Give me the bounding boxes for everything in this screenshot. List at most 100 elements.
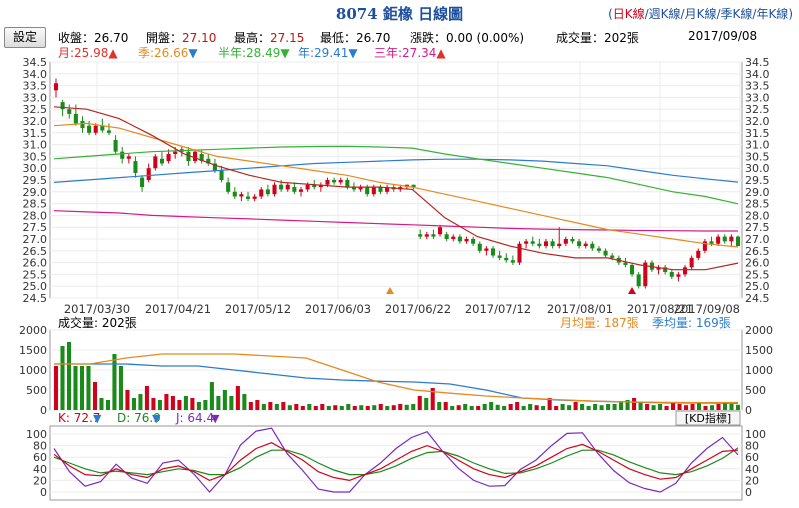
- kd-k-line: [53, 442, 739, 482]
- kd-k-label: K: 72.7: [58, 411, 100, 425]
- candle-body: [325, 180, 330, 185]
- volume-bar: [209, 382, 214, 410]
- ma-line-quarter: [53, 122, 739, 248]
- kd-indicator-label: [KD指標]: [685, 411, 731, 425]
- volume-bar: [60, 346, 65, 410]
- volume-bar: [476, 406, 481, 410]
- candle-body: [471, 239, 476, 244]
- price-tick-left: 29.0: [23, 186, 48, 199]
- volume-bar: [313, 406, 318, 410]
- candle-body: [457, 236, 462, 242]
- volume: 成交量：202張: [556, 31, 639, 45]
- kd-tick-left: 60: [33, 451, 47, 464]
- candle-body: [656, 267, 661, 270]
- volume-bar: [183, 396, 188, 410]
- volume-bar: [521, 406, 526, 410]
- volume-bar: [411, 404, 416, 410]
- volume-bar: [690, 404, 695, 410]
- candle-body: [543, 241, 549, 247]
- volume-tick-left: 1000: [19, 364, 47, 377]
- change-value: 0.00 (0.00%): [446, 31, 525, 45]
- volume-bar: [118, 366, 123, 410]
- volume-bar: [222, 390, 227, 410]
- settings-button[interactable]: 設定: [4, 27, 46, 48]
- volume-bar: [547, 398, 552, 410]
- price-tick-right: 33.5: [745, 80, 770, 93]
- kd-tick-left: 0: [40, 486, 47, 499]
- candle-body: [643, 262, 648, 287]
- price-tick-left: 33.5: [23, 80, 48, 93]
- price-tick-right: 27.0: [745, 233, 770, 246]
- volume-bar: [255, 400, 260, 410]
- volume-bar: [528, 404, 533, 410]
- volume-bar: [651, 405, 656, 410]
- volume-bar: [554, 406, 559, 410]
- close-price: 收盤：26.70: [58, 31, 129, 45]
- candle-body: [577, 241, 582, 247]
- volume-bar: [586, 406, 591, 410]
- date-tick-label: 2017/04/21: [145, 302, 211, 316]
- candle-body: [106, 130, 112, 133]
- link-daily[interactable]: 日K線: [612, 7, 645, 21]
- volume-bar: [645, 404, 650, 410]
- price-tick-left: 26.0: [23, 257, 48, 270]
- volume-bar: [580, 404, 585, 410]
- link-monthly[interactable]: 月K線: [684, 7, 717, 21]
- candle-body: [186, 151, 191, 162]
- price-tick-left: 34.0: [23, 68, 48, 81]
- candle-body: [173, 151, 178, 155]
- price-tick-right: 28.5: [745, 198, 770, 211]
- price-tick-right: 29.5: [745, 174, 770, 187]
- volume-bar: [79, 366, 85, 410]
- candle-body: [338, 180, 343, 183]
- volume-bar: [489, 402, 494, 410]
- volume-bar: [658, 404, 663, 410]
- ma-quarter: 季:26.66▼: [138, 46, 198, 60]
- volume-bar: [469, 406, 474, 410]
- price-tick-left: 25.0: [23, 280, 48, 293]
- candle-body: [444, 234, 449, 239]
- volume-bar: [229, 396, 234, 410]
- candle-body: [285, 184, 290, 190]
- volume-tick-left: 0: [40, 404, 47, 417]
- volume-tick-right: 1000: [745, 364, 773, 377]
- candle-body: [517, 243, 522, 263]
- volume-bar: [450, 406, 455, 410]
- volume-bar: [372, 405, 377, 410]
- candle-body: [80, 121, 85, 129]
- candle-body: [232, 191, 237, 197]
- volume-bar: [482, 404, 487, 410]
- candle-body: [490, 248, 496, 256]
- candle-body: [570, 239, 575, 242]
- price-tick-right: 24.5: [745, 292, 770, 305]
- link-quarterly[interactable]: 季K線: [720, 7, 753, 21]
- volume-bar: [709, 405, 715, 410]
- candle-body: [596, 248, 601, 251]
- candle-body: [292, 187, 297, 192]
- candle-body: [530, 241, 535, 244]
- volume-tick-left: 1500: [19, 344, 47, 357]
- volume-bar: [664, 406, 669, 410]
- volume-tick-right: 500: [745, 384, 766, 397]
- candle-body: [100, 125, 105, 131]
- volume-bar: [430, 388, 435, 410]
- volume-bar: [287, 405, 292, 410]
- volume-bar: [424, 398, 429, 410]
- kd-d-label: D: 76.9: [117, 411, 161, 425]
- volume-tick-left: 500: [26, 384, 47, 397]
- link-yearly[interactable]: 年K線: [756, 7, 789, 21]
- kd-tick-left: 20: [33, 474, 47, 487]
- link-weekly[interactable]: 週K線: [648, 7, 681, 21]
- candle-body: [702, 241, 707, 251]
- close-value: 26.70: [94, 31, 129, 45]
- candle-body: [199, 154, 204, 162]
- price-tick-left: 27.5: [23, 221, 48, 234]
- volume-bar: [502, 406, 507, 410]
- candle-body: [73, 113, 78, 124]
- volume-bar: [261, 404, 266, 410]
- volume-bar: [625, 400, 630, 410]
- volume-bar: [456, 405, 461, 410]
- price-tick-right: 27.5: [745, 221, 770, 234]
- volume-bar: [92, 382, 98, 410]
